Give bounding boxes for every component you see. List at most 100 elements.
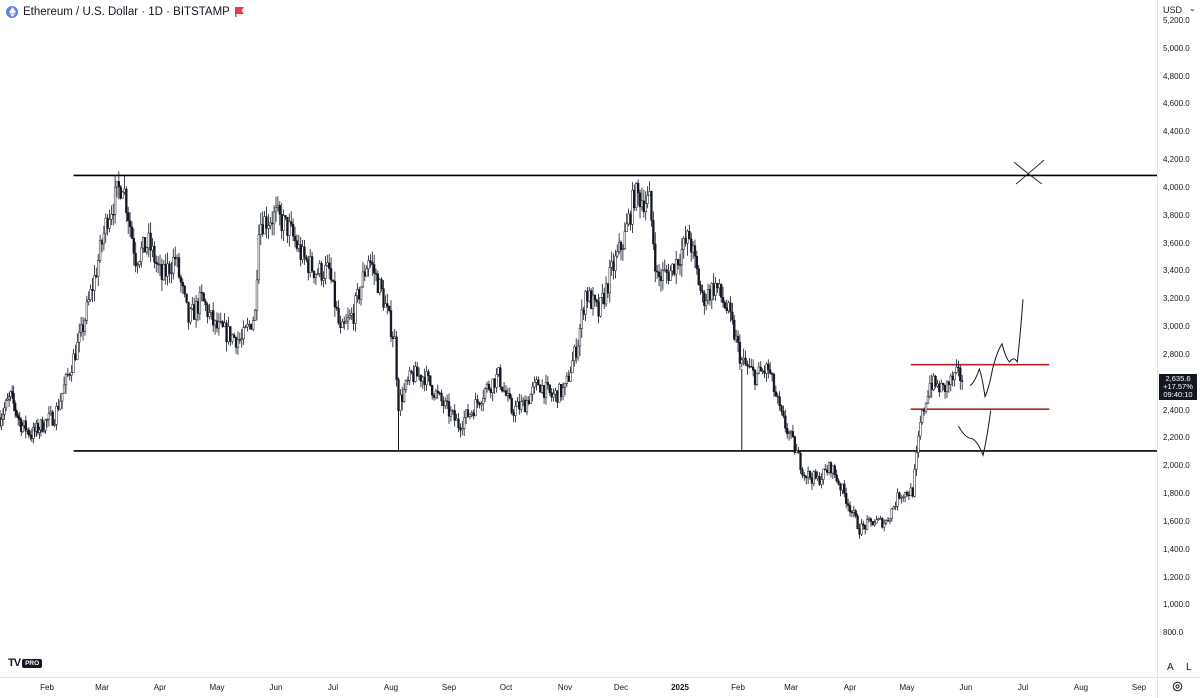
candle xyxy=(625,213,628,232)
time-tick-label: Mar xyxy=(784,683,798,692)
candle xyxy=(97,253,100,286)
candle xyxy=(943,384,947,399)
candle xyxy=(175,254,179,268)
candle xyxy=(461,420,464,436)
candle xyxy=(738,334,742,370)
candle xyxy=(578,324,582,356)
candle xyxy=(179,274,183,293)
candle xyxy=(320,261,323,286)
candle xyxy=(104,213,107,243)
candle xyxy=(384,295,387,308)
candle xyxy=(824,464,827,471)
candle xyxy=(344,313,348,324)
candle xyxy=(261,211,264,237)
candle xyxy=(627,208,630,227)
candle xyxy=(78,323,81,353)
sketch-path-down[interactable] xyxy=(957,410,992,457)
candle xyxy=(225,320,228,352)
settings-icon[interactable] xyxy=(1172,681,1183,695)
candle xyxy=(339,315,342,334)
candle xyxy=(604,276,608,308)
candle xyxy=(652,211,655,251)
chart-area[interactable] xyxy=(0,0,1157,677)
candle xyxy=(112,203,115,226)
candle xyxy=(521,397,525,407)
candle xyxy=(852,505,855,518)
candle xyxy=(380,277,383,292)
candle xyxy=(401,386,404,411)
flag-icon[interactable] xyxy=(234,7,244,17)
candle xyxy=(331,279,335,283)
sketch-path-up[interactable] xyxy=(969,299,1024,399)
candle xyxy=(734,329,738,344)
candle xyxy=(746,360,749,375)
currency-label[interactable]: USD xyxy=(1163,5,1183,15)
candle xyxy=(61,393,64,410)
candle xyxy=(213,319,217,335)
price-chart[interactable] xyxy=(0,0,1157,677)
candle xyxy=(554,387,557,402)
price-tick-label: 4,800.0 xyxy=(1163,71,1190,81)
candle xyxy=(636,179,640,206)
candle xyxy=(365,265,368,277)
candle xyxy=(299,237,302,267)
candle xyxy=(582,306,585,320)
auto-scale-button[interactable]: A xyxy=(1167,662,1174,673)
candle xyxy=(806,466,810,485)
candle xyxy=(440,389,443,407)
candle xyxy=(1,408,5,426)
candle xyxy=(363,264,366,282)
candle xyxy=(45,418,49,428)
candle xyxy=(474,392,477,417)
candle xyxy=(617,233,621,255)
candle xyxy=(663,259,666,272)
candle xyxy=(814,469,817,480)
candles-layer xyxy=(0,171,964,539)
price-tick-label: 2,000.0 xyxy=(1163,461,1190,471)
candle xyxy=(295,234,299,252)
candle xyxy=(778,391,781,411)
candle xyxy=(552,388,555,402)
candle xyxy=(189,306,192,325)
log-scale-button[interactable]: L xyxy=(1186,662,1192,673)
chevron-down-icon[interactable]: ⌄ xyxy=(1189,4,1196,13)
candle xyxy=(748,357,751,369)
candle xyxy=(942,382,945,391)
time-tick-label: Jul xyxy=(1017,683,1029,692)
time-axis[interactable] xyxy=(0,677,1157,698)
price-tick-label: 1,600.0 xyxy=(1163,516,1190,526)
candle xyxy=(436,384,439,399)
candle xyxy=(17,412,20,426)
candle xyxy=(64,372,68,394)
candle xyxy=(369,254,372,268)
candle xyxy=(720,283,723,303)
candle xyxy=(215,312,219,333)
candle xyxy=(280,203,283,240)
price-tick-label: 1,800.0 xyxy=(1163,489,1190,499)
candle xyxy=(160,258,164,292)
candle xyxy=(795,443,798,453)
candle xyxy=(293,226,297,248)
symbol-title[interactable]: Ethereum / U.S. Dollar · 1D · BITSTAMP xyxy=(23,6,230,18)
candle xyxy=(631,182,634,233)
candle xyxy=(406,376,409,386)
candle xyxy=(491,378,494,402)
candle xyxy=(100,238,104,253)
candle xyxy=(263,211,266,235)
tradingview-logo[interactable]: TV PRO xyxy=(8,657,43,669)
candle xyxy=(455,413,458,421)
candle xyxy=(680,237,684,277)
candle xyxy=(865,515,869,531)
candle xyxy=(172,248,175,280)
candle xyxy=(21,422,24,434)
candle xyxy=(4,398,8,412)
axis-corner xyxy=(1157,677,1200,698)
candle xyxy=(759,361,762,372)
price-axis[interactable] xyxy=(1157,0,1200,677)
candle xyxy=(151,238,154,258)
candle xyxy=(650,190,653,227)
x-mark[interactable] xyxy=(1013,159,1045,185)
candle xyxy=(502,381,506,393)
candle xyxy=(312,270,316,284)
symbol-header[interactable]: Ethereum / U.S. Dollar · 1D · BITSTAMP xyxy=(6,4,244,20)
